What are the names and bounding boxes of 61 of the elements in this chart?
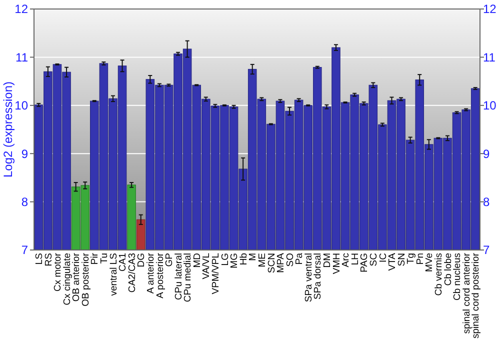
x-tick-label: SPa dorsal xyxy=(312,253,324,300)
x-tick-label: Pn xyxy=(414,253,426,265)
y-tick-label: 11 xyxy=(16,50,28,64)
x-tick-label: Pa xyxy=(294,252,306,265)
x-tick-label: LH xyxy=(350,252,361,266)
x-tick-label: OB posterior xyxy=(80,253,92,306)
x-tick-label: VMH xyxy=(331,252,342,274)
x-tick-label: LS xyxy=(34,253,45,265)
y-tick-label: 8 xyxy=(21,195,28,209)
x-tick-label: Cb vermis xyxy=(434,252,445,296)
x-tick-label: VA/VL xyxy=(201,253,212,280)
x-tick-label: Cb lobe xyxy=(442,253,454,286)
y2-tick-label: 9 xyxy=(483,146,490,161)
x-tick-label: SN xyxy=(396,252,408,266)
x-tick-label: Cx cingulate xyxy=(62,253,73,306)
x-tick-label: SO xyxy=(284,253,296,267)
x-tick-label: spinal cord posterior xyxy=(470,253,482,339)
y-axis-title: Log2 (expression) xyxy=(1,81,15,178)
y2-tick-label: 10 xyxy=(483,98,497,113)
x-tick-label: IC xyxy=(378,252,389,262)
y2-tick-label: 8 xyxy=(483,195,490,209)
x-tick-label: MG xyxy=(229,253,240,268)
x-tick-label: Cb nucleus xyxy=(452,252,464,301)
x-tick-label: Pir xyxy=(90,253,101,265)
x-tick-label: ME xyxy=(256,253,268,268)
x-tick-label: Tg xyxy=(406,253,417,264)
x-tick-label: MVe xyxy=(424,253,436,272)
x-tick-label: OB anterior xyxy=(71,253,82,302)
x-tick-label: Cx motor xyxy=(52,253,64,292)
x-tick-label: VTA xyxy=(387,252,398,271)
y2-tick-label: 7 xyxy=(483,243,490,258)
x-tick-label: LG xyxy=(220,253,231,266)
x-tick-label: Tu xyxy=(99,253,110,264)
x-tick-label: A posterior xyxy=(154,253,166,298)
x-tick-label: Hb xyxy=(238,253,250,266)
y2-tick-label: 12 xyxy=(483,2,497,16)
x-tick-label: VPM/VPL xyxy=(210,253,222,294)
x-tick-label: CA2/CA3 xyxy=(126,253,138,293)
x-tick-label: ventral LS xyxy=(108,253,120,296)
x-tick-label: RS xyxy=(43,253,54,266)
y-tick-label: 7 xyxy=(21,243,28,258)
x-tick-label: GP xyxy=(164,253,176,267)
x-tick-label: Arc xyxy=(340,252,352,268)
x-tick-label: SPa ventral xyxy=(303,253,314,302)
x-tick-label: A anterior xyxy=(145,253,156,294)
x-tick-label: CPu medial xyxy=(182,253,194,302)
x-tick-label: MPA xyxy=(276,252,287,273)
y-tick-label: 10 xyxy=(14,98,28,113)
x-tick-label: DG xyxy=(136,253,148,268)
x-tick-label: SCN xyxy=(266,252,278,274)
x-tick-label: CA1 xyxy=(118,253,129,272)
x-tick-label: CPu lateral xyxy=(173,253,184,300)
x-tick-label: SC xyxy=(368,252,380,266)
x-tick-label: DM xyxy=(322,252,334,268)
x-tick-label: MD xyxy=(192,252,203,268)
x-tick-label: M xyxy=(248,252,259,261)
y2-tick-label: 11 xyxy=(483,50,496,64)
x-tick-label: spinal cord anterior xyxy=(461,253,472,334)
y-tick-label: 9 xyxy=(21,146,28,161)
y-tick-label: 12 xyxy=(14,2,28,16)
x-tick-label: PAG xyxy=(359,253,370,272)
